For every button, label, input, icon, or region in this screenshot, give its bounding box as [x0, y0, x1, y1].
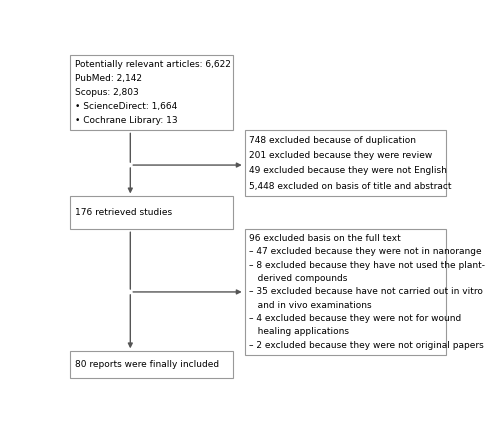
Text: Potentially relevant articles: 6,622: Potentially relevant articles: 6,622: [75, 60, 231, 69]
Text: • ScienceDirect: 1,664: • ScienceDirect: 1,664: [75, 102, 177, 111]
Text: healing applications: healing applications: [250, 327, 350, 336]
Text: – 47 excluded because they were not in nanorange: – 47 excluded because they were not in n…: [250, 247, 482, 256]
FancyBboxPatch shape: [244, 131, 446, 196]
FancyBboxPatch shape: [70, 196, 233, 229]
Text: – 2 excluded because they were not original papers: – 2 excluded because they were not origi…: [250, 341, 484, 350]
Text: 96 excluded basis on the full text: 96 excluded basis on the full text: [250, 234, 401, 243]
Text: – 35 excluded because have not carried out in vitro: – 35 excluded because have not carried o…: [250, 288, 483, 297]
Text: derived compounds: derived compounds: [250, 274, 348, 283]
Text: and in vivo examinations: and in vivo examinations: [250, 301, 372, 310]
Text: 176 retrieved studies: 176 retrieved studies: [75, 208, 172, 217]
Text: – 4 excluded because they were not for wound: – 4 excluded because they were not for w…: [250, 314, 462, 323]
Text: 80 reports were finally included: 80 reports were finally included: [75, 360, 219, 369]
Text: 201 excluded because they were review: 201 excluded because they were review: [250, 152, 432, 160]
Text: 748 excluded because of duplication: 748 excluded because of duplication: [250, 136, 416, 145]
Text: 5,448 excluded on basis of title and abstract: 5,448 excluded on basis of title and abs…: [250, 181, 452, 190]
Text: – 8 excluded because they have not used the plant-: – 8 excluded because they have not used …: [250, 261, 486, 270]
Text: • Cochrane Library: 13: • Cochrane Library: 13: [75, 116, 178, 125]
Text: Scopus: 2,803: Scopus: 2,803: [75, 88, 138, 97]
FancyBboxPatch shape: [70, 351, 233, 377]
FancyBboxPatch shape: [70, 55, 233, 131]
FancyBboxPatch shape: [244, 229, 446, 354]
Text: PubMed: 2,142: PubMed: 2,142: [75, 74, 142, 83]
Text: 49 excluded because they were not English: 49 excluded because they were not Englis…: [250, 166, 447, 175]
